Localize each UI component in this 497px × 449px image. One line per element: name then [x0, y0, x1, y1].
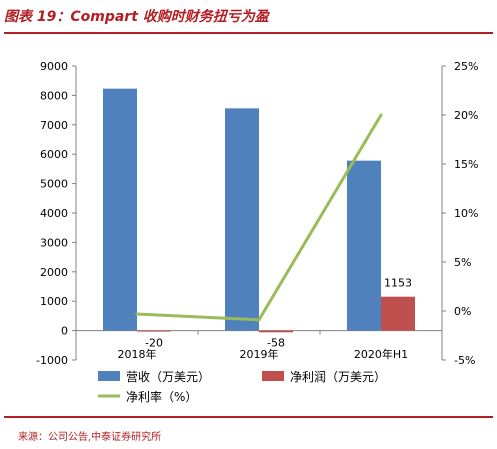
left-axis-tick-label: 0 — [61, 325, 68, 338]
left-axis-tick-label: 7000 — [40, 119, 68, 132]
chart-title: 图表 19：Compart 收购时财务扭亏为盈 — [4, 9, 269, 25]
title-divider — [4, 32, 493, 34]
right-axis-tick-label: 10% — [454, 207, 478, 220]
right-axis-tick-label: 25% — [454, 60, 478, 73]
source-note: 来源：公司公告,中泰证券研究所 — [18, 432, 162, 443]
data-label: 1153 — [384, 277, 412, 290]
bar-net-profit — [137, 330, 171, 332]
right-axis-tick-label: 0% — [454, 305, 471, 318]
left-axis-tick-label: 5000 — [40, 178, 68, 191]
left-axis-tick-label: 4000 — [40, 207, 68, 220]
bar-net-profit — [381, 296, 415, 331]
left-axis-tick-label: 6000 — [40, 148, 68, 161]
left-axis-tick-label: 1000 — [40, 295, 68, 308]
line-point — [257, 318, 261, 322]
legend-label: 净利润（万美元） — [290, 370, 386, 384]
bar-revenue — [103, 88, 137, 331]
left-axis-tick-label: 2000 — [40, 266, 68, 279]
left-axis-tick-label: 3000 — [40, 236, 68, 249]
category-label: 2018年 — [118, 347, 157, 361]
left-axis-tick-label: 9000 — [40, 60, 68, 73]
legend-label: 营收（万美元） — [126, 370, 210, 384]
category-label: 2019年 — [240, 347, 279, 361]
right-axis-tick-label: 15% — [454, 158, 478, 171]
legend-swatch — [262, 371, 284, 381]
data-label: -20 — [145, 337, 163, 350]
bar-revenue — [347, 160, 381, 331]
bar-net-profit — [259, 330, 293, 333]
line-point — [379, 113, 383, 117]
bar-revenue — [225, 108, 259, 331]
data-label: -58 — [267, 337, 285, 350]
legend-label: 净利率（%） — [126, 389, 197, 404]
left-axis-tick-label: 8000 — [40, 89, 68, 102]
category-label: 2020年H1 — [354, 347, 408, 361]
left-axis-tick-label: -1000 — [36, 354, 68, 367]
line-point — [135, 312, 139, 316]
right-axis-tick-label: 5% — [454, 256, 471, 269]
footer-divider — [4, 416, 493, 418]
legend-swatch — [98, 371, 120, 381]
right-axis-tick-label: 20% — [454, 109, 478, 122]
right-axis-tick-label: -5% — [454, 354, 475, 367]
